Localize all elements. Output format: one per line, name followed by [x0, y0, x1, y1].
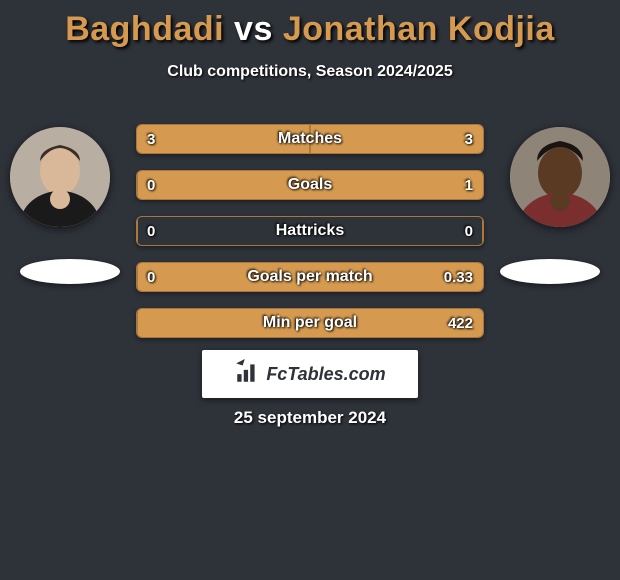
stat-label: Goals per match	[137, 263, 483, 291]
player2-avatar	[510, 127, 610, 227]
stat-row: 01Goals	[136, 170, 484, 200]
player1-avatar	[10, 127, 110, 227]
branding-text: FcTables.com	[266, 364, 385, 385]
stat-label: Min per goal	[137, 309, 483, 337]
stat-label: Hattricks	[137, 217, 483, 245]
stat-label: Matches	[137, 125, 483, 153]
stat-row: 00.33Goals per match	[136, 262, 484, 292]
date-text: 25 september 2024	[0, 408, 620, 428]
branding-badge: FcTables.com	[202, 350, 418, 398]
player1-flag	[20, 259, 120, 284]
stats-container: 33Matches 01Goals 00Hattricks 00.33Goals pe…	[136, 124, 484, 354]
player2-flag	[500, 259, 600, 284]
player2-name: Jonathan Kodjia	[283, 10, 555, 48]
stat-row: 00Hattricks	[136, 216, 484, 246]
stat-label: Goals	[137, 171, 483, 199]
bar-chart-icon	[234, 359, 260, 390]
subtitle: Club competitions, Season 2024/2025	[0, 63, 620, 81]
stat-row: 422Min per goal	[136, 308, 484, 338]
stat-row: 33Matches	[136, 124, 484, 154]
vs-text: vs	[234, 10, 273, 48]
player1-name: Baghdadi	[65, 10, 224, 48]
comparison-title: Baghdadi vs Jonathan Kodjia	[0, 0, 620, 49]
